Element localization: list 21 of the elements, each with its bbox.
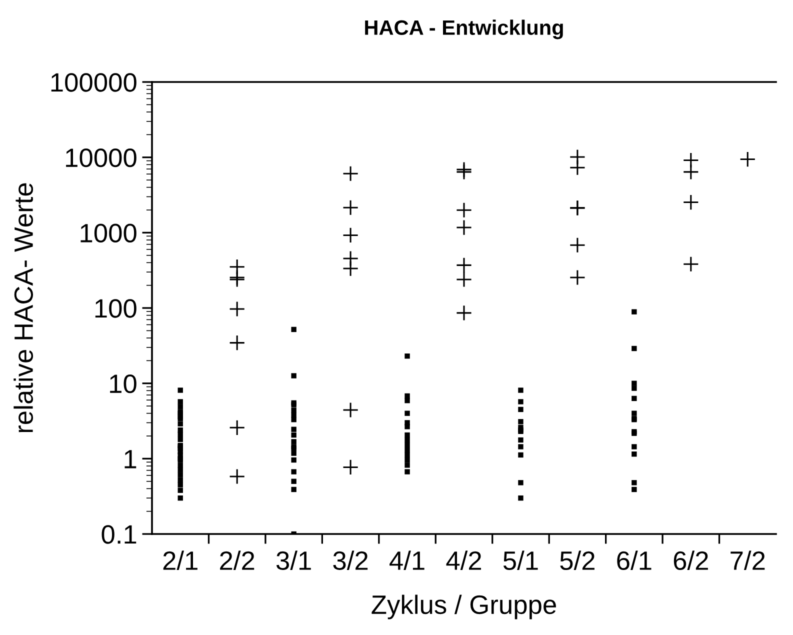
x-tick-label: 3/1 xyxy=(276,550,311,570)
x-tick-label: 6/2 xyxy=(674,550,708,570)
x-tick-label: 5/1 xyxy=(503,550,538,570)
y-tick-label: 1000 xyxy=(80,224,136,242)
y-tick-label: 10000 xyxy=(66,148,136,168)
y-tick-label: 100 xyxy=(95,299,136,318)
x-tick-label: 2/2 xyxy=(220,550,254,570)
x-tick-label: 3/2 xyxy=(333,550,368,570)
x-tick-label: 7/2 xyxy=(730,550,765,570)
x-tick-label: 5/2 xyxy=(560,550,594,570)
x-tick-label: 2/1 xyxy=(163,550,198,570)
x-axis-title: Zyklus / Gruppe xyxy=(372,594,556,620)
x-tick-label: 6/1 xyxy=(617,550,652,570)
x-tick-label: 4/1 xyxy=(390,550,424,570)
y-axis-title: relative HACA- Werte xyxy=(14,183,34,432)
y-tick-label: 100000 xyxy=(51,73,136,92)
chart-title: HACA - Entwicklung xyxy=(365,20,563,40)
y-tick-label: 1 xyxy=(124,450,136,468)
x-tick-label: 4/2 xyxy=(446,550,482,570)
y-tick-label: 10 xyxy=(110,374,136,394)
y-tick-label: 0.1 xyxy=(102,525,136,544)
